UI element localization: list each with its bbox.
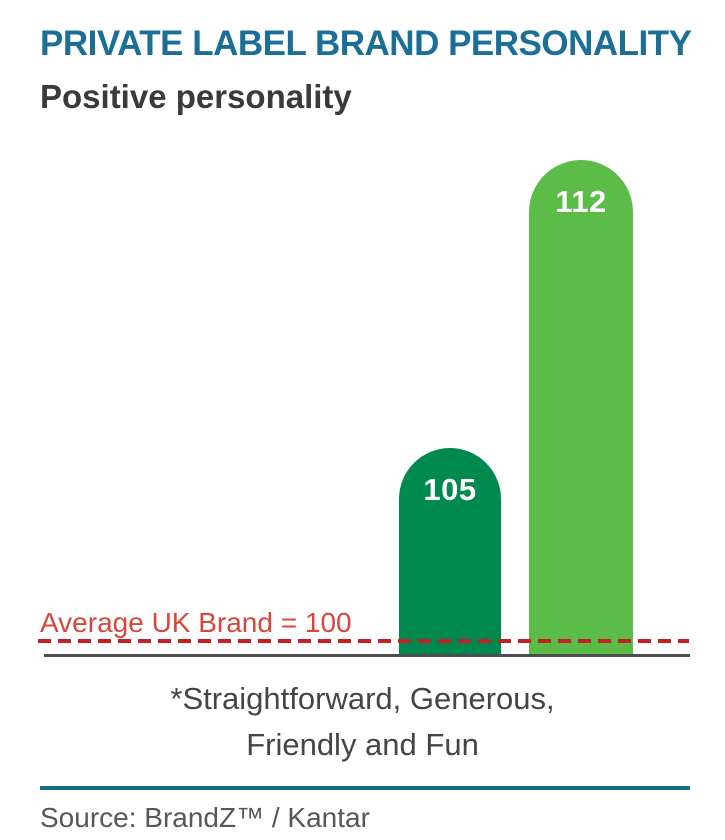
bar-dark-green-105: 105: [399, 448, 501, 656]
bar-105-value-label: 105: [423, 472, 477, 507]
chart-title: PRIVATE LABEL BRAND PERSONALITY: [40, 24, 692, 63]
bar-light-green-112: 112: [529, 160, 633, 656]
bar-112-value-label: 112: [555, 184, 607, 219]
average-baseline-label: Average UK Brand = 100: [40, 607, 352, 638]
chart-subtitle: Positive personality: [40, 78, 352, 115]
chart-footnote: *Straightforward, Generous, Friendly and…: [0, 676, 725, 768]
footnote-line-1: *Straightforward, Generous,: [170, 681, 555, 716]
average-baseline-dashed-line: [38, 639, 689, 643]
footnote-line-2: Friendly and Fun: [246, 727, 479, 762]
source-divider-line: [40, 786, 690, 790]
x-axis-line: [44, 654, 690, 657]
source-attribution: Source: BrandZ™ / Kantar: [40, 802, 370, 833]
bar-chart-plot-area: 105 112 Average UK Brand = 100: [38, 160, 690, 657]
